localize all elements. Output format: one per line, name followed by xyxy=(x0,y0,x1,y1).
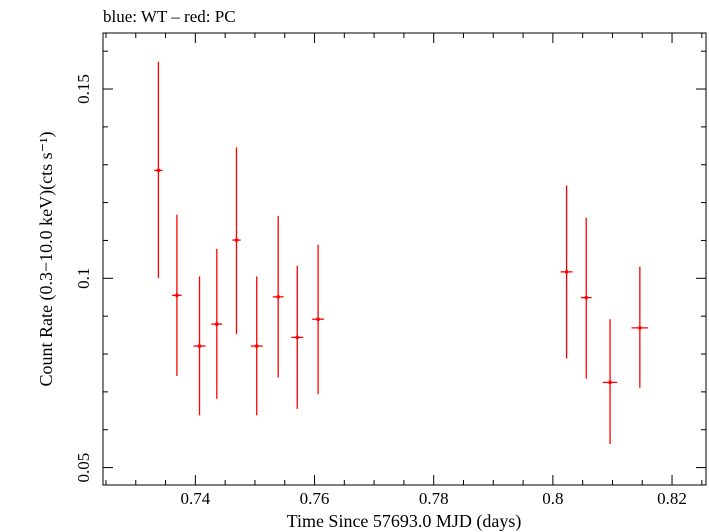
data-point xyxy=(211,248,223,399)
data-marker xyxy=(175,293,179,298)
data-point xyxy=(172,214,182,376)
data-points xyxy=(154,61,649,445)
data-point xyxy=(193,276,206,416)
y-axis-ticks: 0.05 0.1 0.15 xyxy=(74,50,706,483)
data-marker xyxy=(215,322,219,326)
x-tick-label: 0.8 xyxy=(542,489,563,508)
chart-title: blue: WT – red: PC xyxy=(103,7,236,26)
y-tick-label: 0.1 xyxy=(74,268,93,289)
data-point xyxy=(232,147,241,334)
data-point xyxy=(602,319,618,445)
data-marker xyxy=(276,295,280,299)
y-axis-title: Count Rate (0.3−10.0 keV)(cts s⁻¹) xyxy=(36,131,57,386)
data-point xyxy=(580,217,592,379)
data-point xyxy=(291,265,304,409)
plot-frame xyxy=(102,32,707,486)
y-tick-label: 0.15 xyxy=(74,74,93,104)
data-point xyxy=(154,61,163,279)
data-point xyxy=(250,276,263,416)
data-marker xyxy=(608,380,612,385)
y-tick-label: 0.05 xyxy=(74,453,93,483)
data-marker xyxy=(564,270,569,274)
data-marker xyxy=(197,344,202,348)
data-point xyxy=(272,215,284,378)
data-marker xyxy=(234,238,239,242)
data-marker xyxy=(295,335,300,340)
data-marker xyxy=(156,168,161,173)
data-marker xyxy=(584,295,589,300)
x-tick-label: 0.74 xyxy=(180,489,210,508)
x-tick-label: 0.78 xyxy=(419,489,449,508)
x-axis-ticks: 0.74 0.76 0.78 0.8 0.82 xyxy=(105,33,703,508)
data-marker xyxy=(316,317,320,321)
x-axis-title: Time Since 57693.0 MJD (days) xyxy=(287,511,522,532)
x-tick-label: 0.76 xyxy=(300,489,330,508)
data-point xyxy=(560,185,573,359)
data-point xyxy=(631,266,649,388)
x-tick-label: 0.82 xyxy=(657,489,687,508)
data-marker xyxy=(638,326,642,330)
data-marker xyxy=(254,344,259,348)
data-point xyxy=(312,244,325,395)
